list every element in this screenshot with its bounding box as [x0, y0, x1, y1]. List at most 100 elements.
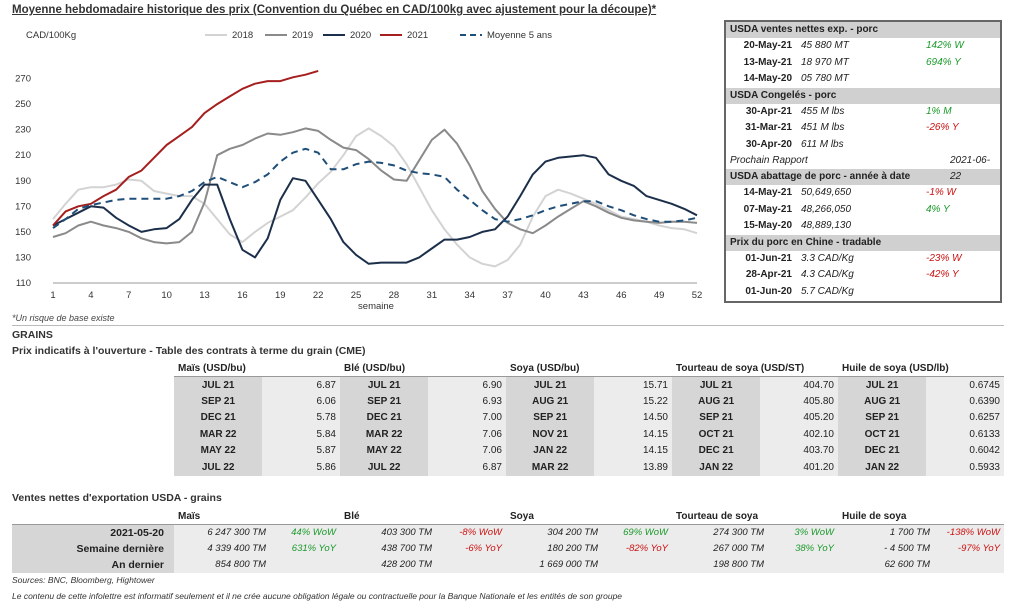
china-price-row: 28-Apr-21 4.3 CAD/Kg -42% Y: [726, 267, 1000, 284]
export-column-header: Blé: [340, 508, 506, 525]
contract-month: DEC 21: [340, 409, 429, 426]
contract-price: 0.6390: [926, 393, 1004, 410]
row-value: 451 M lbs: [801, 122, 845, 133]
contract-price: 0.6042: [926, 442, 1004, 459]
x-tick-label: 31: [427, 290, 438, 301]
legend-label: 2021: [407, 30, 428, 41]
futures-header-row: Maïs (USD/bu) Blé (USD/bu) Soya (USD/bu) To…: [174, 360, 1004, 377]
row-date: 14-May-21: [743, 187, 792, 198]
contract-price: 6.87: [262, 376, 340, 393]
row-value: 4.3 CAD/Kg: [801, 269, 854, 280]
x-tick-label: 22: [313, 290, 324, 301]
row-change: 142% W: [926, 40, 964, 51]
sources: Sources: BNC, Bloomberg, Hightower: [12, 575, 155, 585]
x-tick-label: 28: [389, 290, 400, 301]
export-volume: 198 800 TM: [672, 556, 768, 573]
export-volume: 403 300 TM: [340, 524, 436, 541]
next-report-date: 2021-06-22: [950, 155, 991, 182]
export-header-blank: [12, 508, 174, 525]
row-date: 30-Apr-20: [745, 138, 792, 150]
y-axis-label: CAD/100Kg: [26, 30, 76, 41]
row-change: -23% W: [926, 252, 962, 264]
export-change: 631% YoY: [270, 540, 340, 557]
frozen-pork-header: USDA Congelés - porc: [726, 87, 1000, 104]
contract-price: 5.78: [262, 409, 340, 426]
row-change: -42% Y: [926, 269, 959, 280]
row-date: 07-May-21: [743, 203, 792, 215]
row-date: 14-May-20: [743, 73, 792, 84]
x-tick-label: 37: [502, 290, 513, 301]
export-volume: 428 200 TM: [340, 556, 436, 573]
contract-month: JAN 22: [672, 459, 761, 476]
futures-column-header: Blé (USD/bu): [340, 360, 506, 377]
export-volume: 274 300 TM: [672, 524, 768, 541]
contract-month: DEC 21: [838, 442, 927, 459]
row-value: 45 880 MT: [801, 40, 849, 51]
export-row-label: An dernier: [12, 556, 174, 573]
futures-column-header: Maïs (USD/bu): [174, 360, 340, 377]
row-value: 18 970 MT: [801, 56, 849, 68]
export-column-header: Soya: [506, 508, 672, 525]
frozen-pork-row: 30-Apr-21 455 M lbs 1% M: [726, 104, 1000, 121]
row-date: 20-May-21: [743, 40, 792, 51]
y-tick-label: 250: [15, 99, 31, 110]
export-row-label: 2021-05-20: [12, 524, 174, 541]
slaughter-row: 15-May-20 48,889,130: [726, 218, 1000, 235]
contract-price: 405.80: [760, 393, 838, 410]
export-pork-row: 20-May-21 45 880 MT 142% W: [726, 38, 1000, 55]
disclaimer: Le contenu de cette infolettre est infor…: [12, 591, 623, 601]
contract-price: 0.6745: [926, 376, 1004, 393]
row-date: 31-Mar-21: [745, 122, 792, 133]
contract-price: 6.06: [262, 393, 340, 410]
divider: [12, 325, 1004, 326]
row-date: 28-Apr-21: [745, 269, 792, 280]
y-tick-label: 170: [15, 201, 31, 212]
export-change: 44% WoW: [270, 524, 340, 541]
y-tick-label: 150: [15, 227, 31, 238]
row-date: 15-May-20: [743, 220, 792, 231]
frozen-pork-row: 30-Apr-20 611 M lbs: [726, 137, 1000, 154]
row-value: 611 M lbs: [801, 138, 844, 150]
series-line-2019: [52, 127, 698, 245]
futures-row: JUL 22 5.86 JUL 22 6.87 MAR 22 13.89 JAN 22 401…: [174, 459, 1004, 476]
contract-price: 15.71: [594, 376, 672, 393]
futures-column-header: Tourteau de soya (USD/ST): [672, 360, 838, 377]
futures-column-header: Huile de soya (USD/lb): [838, 360, 1004, 377]
export-change: -82% YoY: [602, 540, 672, 557]
contract-price: 5.87: [262, 442, 340, 459]
series-line-2018: [52, 127, 698, 268]
series-line-moyenne-5-ans: [52, 147, 698, 229]
contract-month: MAY 22: [174, 442, 263, 459]
row-date: 13-May-21: [743, 56, 792, 68]
contract-price: 13.89: [594, 459, 672, 476]
contract-price: 7.06: [428, 442, 506, 459]
export-row-label: Semaine dernière: [12, 540, 174, 557]
contract-price: 5.84: [262, 426, 340, 443]
futures-row: DEC 21 5.78 DEC 21 7.00 SEP 21 14.50 SEP 21 405…: [174, 409, 1004, 426]
y-tick-label: 190: [15, 176, 31, 187]
contract-price: 14.50: [594, 409, 672, 426]
contract-price: 0.6133: [926, 426, 1004, 443]
x-tick-label: 52: [692, 290, 703, 301]
row-value: 3.3 CAD/Kg: [801, 252, 854, 264]
export-title: Ventes nettes d'exportation USDA - grain…: [12, 492, 222, 504]
contract-price: 6.87: [428, 459, 506, 476]
contract-month: JUL 21: [506, 376, 595, 393]
export-row: 2021-05-20 6 247 300 TM 44% WoW 403 300 TM -…: [12, 524, 1004, 541]
contract-price: 404.70: [760, 376, 838, 393]
x-tick-label: 34: [464, 290, 475, 301]
legend-label: 2020: [350, 30, 371, 41]
contract-month: MAR 22: [506, 459, 595, 476]
contract-price: 7.06: [428, 426, 506, 443]
contract-month: SEP 21: [672, 409, 761, 426]
export-row: An dernier 854 800 TM 428 200 TM 1 669 000 …: [12, 556, 1004, 573]
export-volume: 1 669 000 TM: [506, 556, 602, 573]
price-chart: 110 130 150 170 190 210 230 250 270 1 4 7 10 13 16 19 22…: [15, 30, 703, 312]
row-date: 01-Jun-21: [745, 252, 792, 264]
export-change: -6% YoY: [436, 540, 506, 557]
export-row: Semaine dernière 4 339 400 TM 631% YoY 438 …: [12, 540, 1004, 557]
x-tick-label: 46: [616, 290, 627, 301]
contract-price: 15.22: [594, 393, 672, 410]
next-report-label: Prochain Rapport: [730, 155, 808, 166]
export-volume: - 4 500 TM: [838, 540, 934, 557]
